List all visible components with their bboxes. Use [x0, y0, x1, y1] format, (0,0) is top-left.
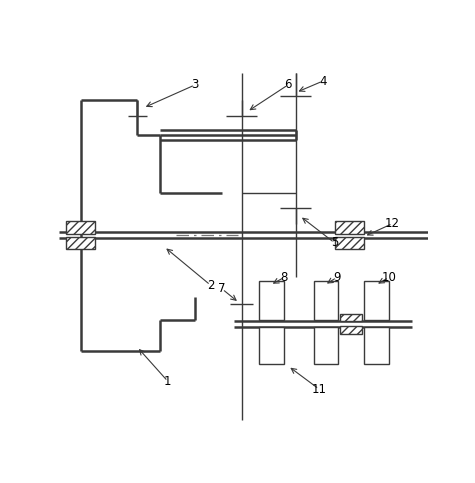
- Bar: [259, 281, 284, 320]
- Text: 6: 6: [284, 78, 292, 91]
- Text: 2: 2: [207, 279, 214, 292]
- Bar: [364, 281, 389, 320]
- Text: 3: 3: [191, 78, 199, 91]
- Bar: [340, 326, 361, 334]
- Bar: [66, 221, 95, 233]
- Text: 8: 8: [280, 271, 288, 284]
- Text: 12: 12: [385, 217, 400, 230]
- Text: 9: 9: [333, 271, 341, 284]
- Bar: [340, 313, 361, 321]
- Bar: [334, 237, 364, 249]
- Bar: [314, 281, 338, 320]
- Text: 4: 4: [319, 74, 327, 87]
- Bar: [259, 327, 284, 364]
- Text: 7: 7: [218, 283, 226, 296]
- Text: 11: 11: [312, 383, 326, 396]
- Bar: [66, 237, 95, 249]
- Text: 1: 1: [164, 375, 171, 388]
- Bar: [334, 221, 364, 233]
- Text: 10: 10: [381, 271, 396, 284]
- Bar: [314, 327, 338, 364]
- Text: 5: 5: [331, 236, 338, 249]
- Bar: [364, 327, 389, 364]
